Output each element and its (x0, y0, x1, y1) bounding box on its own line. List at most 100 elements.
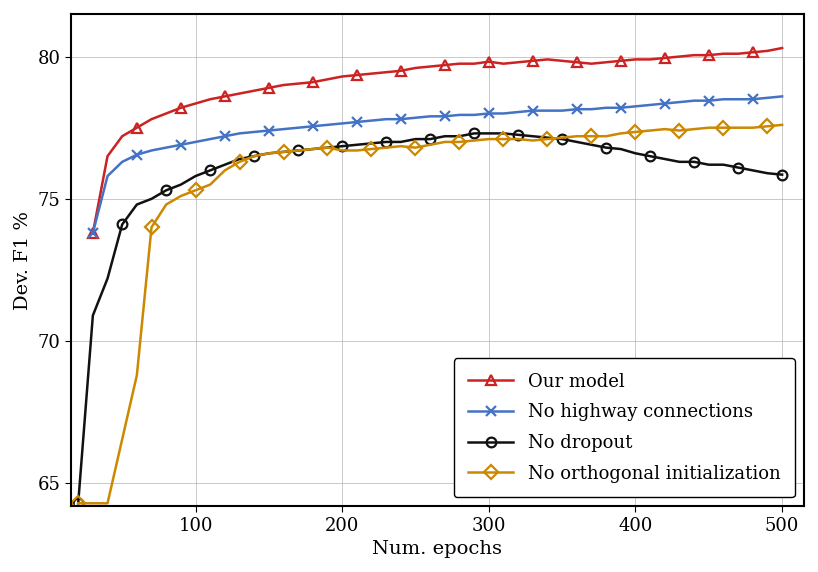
Our model (308, 79, 317, 86)
X-axis label: Num. epochs: Num. epochs (372, 540, 502, 558)
Our model (703, 51, 713, 58)
No highway connections (440, 113, 450, 120)
No orthogonal initialization (279, 149, 289, 156)
No highway connections (645, 101, 655, 108)
No highway connections (117, 158, 127, 165)
No orthogonal initialization (132, 372, 142, 379)
Our model (484, 58, 494, 65)
No highway connections (352, 118, 362, 125)
Our model (470, 60, 479, 67)
No highway connections (235, 130, 245, 137)
Our model (631, 56, 640, 63)
No orthogonal initialization (777, 121, 787, 128)
No dropout (396, 138, 406, 145)
No dropout (557, 136, 567, 142)
No dropout (762, 170, 772, 177)
No dropout (675, 158, 685, 165)
No dropout (294, 147, 303, 154)
No dropout (235, 156, 245, 162)
No highway connections (718, 96, 728, 103)
No dropout (513, 132, 523, 138)
Our model (102, 153, 112, 160)
No dropout (161, 187, 171, 194)
No dropout (690, 158, 699, 165)
No highway connections (542, 107, 552, 114)
No orthogonal initialization (601, 133, 611, 140)
No orthogonal initialization (74, 500, 83, 507)
No highway connections (675, 98, 685, 105)
No dropout (645, 153, 655, 160)
No orthogonal initialization (631, 129, 640, 136)
No dropout (498, 130, 508, 137)
Our model (117, 133, 127, 140)
Line: No orthogonal initialization: No orthogonal initialization (74, 120, 787, 508)
Our model (557, 57, 567, 64)
No highway connections (498, 110, 508, 117)
No orthogonal initialization (557, 134, 567, 141)
Our model (220, 93, 230, 100)
No orthogonal initialization (645, 127, 655, 134)
Our model (264, 85, 274, 92)
Our model (88, 229, 98, 236)
Our model (748, 49, 757, 55)
No orthogonal initialization (294, 147, 303, 154)
No highway connections (322, 121, 332, 128)
No dropout (587, 141, 596, 148)
Our model (542, 56, 552, 63)
No highway connections (366, 117, 376, 124)
Our model (337, 73, 347, 80)
No orthogonal initialization (616, 130, 626, 137)
No orthogonal initialization (220, 167, 230, 174)
No orthogonal initialization (718, 124, 728, 131)
No highway connections (396, 116, 406, 122)
Our model (381, 69, 391, 76)
Our model (322, 76, 332, 83)
No orthogonal initialization (146, 224, 156, 231)
No dropout (733, 164, 743, 171)
No orthogonal initialization (528, 137, 537, 144)
No dropout (470, 130, 479, 137)
Our model (455, 60, 465, 67)
No orthogonal initialization (381, 144, 391, 151)
No highway connections (146, 147, 156, 154)
Our model (176, 104, 186, 111)
No orthogonal initialization (498, 136, 508, 142)
No highway connections (294, 124, 303, 131)
No dropout (366, 140, 376, 147)
No highway connections (703, 97, 713, 104)
No orthogonal initialization (161, 201, 171, 208)
Our model (616, 57, 626, 64)
No orthogonal initialization (690, 126, 699, 133)
No orthogonal initialization (572, 133, 582, 140)
No dropout (88, 312, 98, 319)
No highway connections (631, 103, 640, 110)
Our model (146, 116, 156, 122)
No dropout (102, 275, 112, 282)
Our model (675, 53, 685, 60)
No orthogonal initialization (102, 500, 112, 507)
No highway connections (411, 114, 420, 121)
Line: Our model: Our model (88, 43, 787, 238)
No orthogonal initialization (762, 123, 772, 130)
Our model (645, 56, 655, 63)
Our model (366, 70, 376, 77)
No orthogonal initialization (322, 144, 332, 151)
Our model (396, 67, 406, 74)
No dropout (308, 146, 317, 153)
No orthogonal initialization (440, 138, 450, 145)
Our model (294, 80, 303, 87)
Our model (718, 50, 728, 57)
No dropout (205, 167, 215, 174)
No dropout (484, 130, 494, 137)
No orthogonal initialization (733, 124, 743, 131)
No dropout (191, 173, 200, 180)
No highway connections (425, 113, 435, 120)
No dropout (601, 144, 611, 151)
No dropout (440, 133, 450, 140)
Our model (587, 60, 596, 67)
Our model (513, 59, 523, 66)
No dropout (748, 167, 757, 174)
No orthogonal initialization (542, 136, 552, 142)
Line: No highway connections: No highway connections (88, 92, 787, 238)
Our model (733, 50, 743, 57)
